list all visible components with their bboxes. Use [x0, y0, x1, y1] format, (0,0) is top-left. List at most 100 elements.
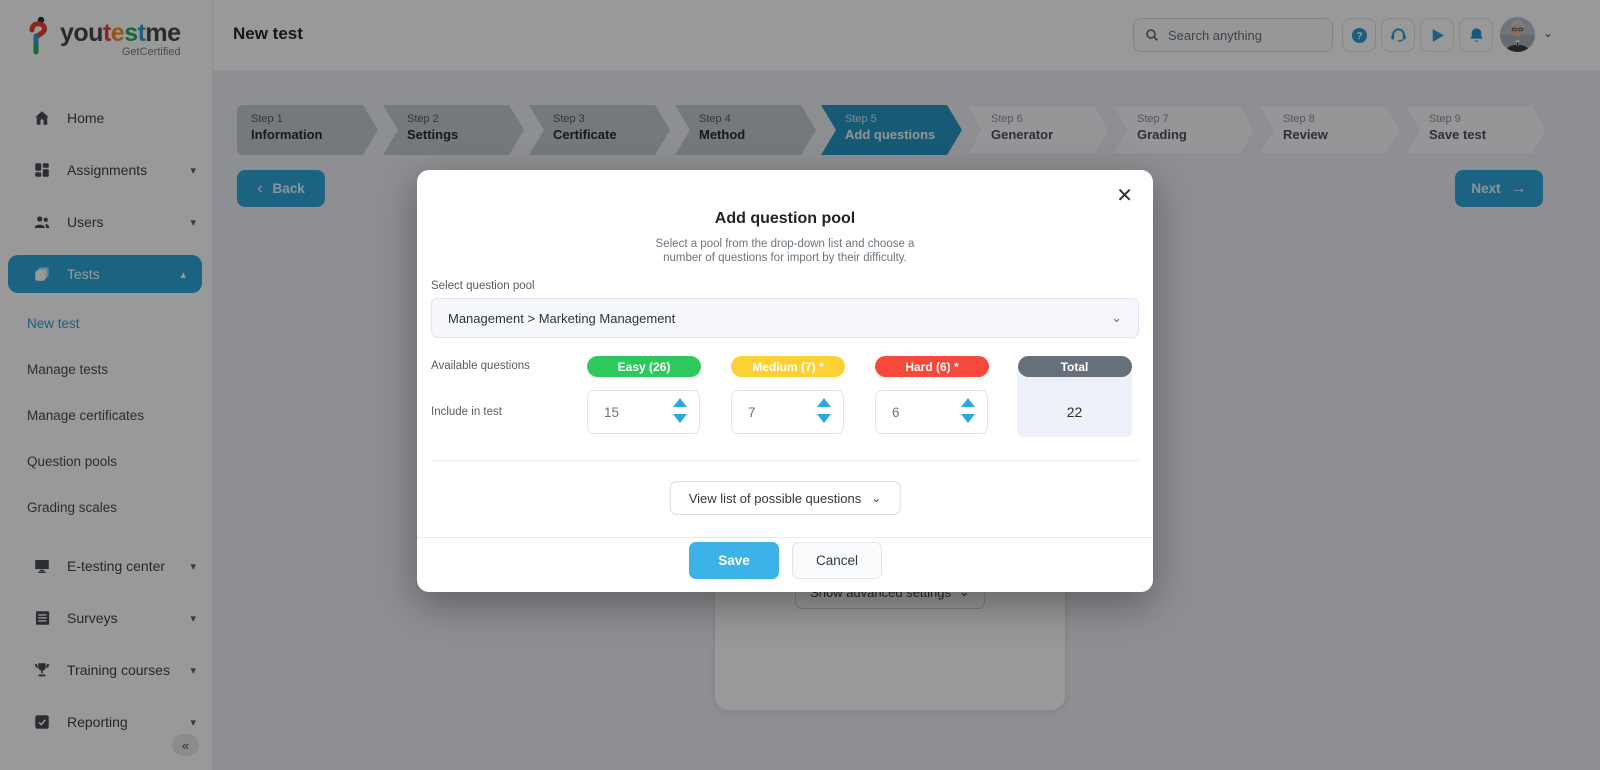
- increment-icon[interactable]: [817, 398, 831, 407]
- step-label: Method: [699, 127, 746, 142]
- tests-submenu: New test Manage tests Manage certificate…: [0, 300, 212, 530]
- easy-count-input[interactable]: [604, 391, 659, 433]
- wizard-step-8[interactable]: Step 8 Review: [1259, 105, 1400, 155]
- sidebar-item-label: Users: [67, 214, 104, 230]
- decrement-icon[interactable]: [961, 414, 975, 423]
- brand-wordmark: youtestme: [60, 19, 181, 47]
- step-label: Generator: [991, 127, 1054, 142]
- search-icon: [1146, 29, 1158, 41]
- sidebar-item-label: Reporting: [67, 714, 128, 730]
- divider: [431, 460, 1139, 461]
- sidebar-item-etesting-center[interactable]: E-testing center ▾: [0, 540, 212, 592]
- medium-count-input[interactable]: [748, 391, 803, 433]
- sidebar-subitem-manage-certificates[interactable]: Manage certificates: [0, 392, 212, 438]
- bell-icon: [1469, 27, 1483, 42]
- wizard-step-5-active[interactable]: Step 5 Add questions: [821, 105, 962, 155]
- sidebar-subitem-manage-tests[interactable]: Manage tests: [0, 346, 212, 392]
- step-number: Step 9: [1429, 113, 1461, 125]
- user-avatar[interactable]: [1500, 17, 1535, 52]
- search-input[interactable]: [1168, 27, 1318, 43]
- sidebar-collapse-button[interactable]: «: [172, 734, 199, 756]
- step-label: Save test: [1429, 127, 1487, 142]
- sidebar-item-tests[interactable]: Tests ▴: [8, 255, 202, 293]
- modal-title: Add question pool: [714, 210, 856, 227]
- sidebar-subitem-new-test[interactable]: New test: [0, 300, 212, 346]
- save-button[interactable]: Save: [689, 542, 779, 579]
- tutorial-button[interactable]: [1420, 18, 1454, 52]
- question-pool-select[interactable]: Management > Marketing Management ⌄: [431, 298, 1139, 338]
- increment-icon[interactable]: [961, 398, 975, 407]
- support-button[interactable]: [1381, 18, 1415, 52]
- step-label: Grading: [1137, 127, 1187, 142]
- step-number: Step 4: [699, 113, 731, 125]
- wizard-step-1[interactable]: Step 1 Information: [237, 105, 378, 155]
- header: New test ?: [213, 0, 1600, 70]
- chevron-up-icon: ▴: [180, 268, 186, 281]
- sidebar-subitem-grading-scales[interactable]: Grading scales: [0, 484, 212, 530]
- wizard-step-2[interactable]: Step 2 Settings: [383, 105, 524, 155]
- sidebar-item-training-courses[interactable]: Training courses ▾: [0, 644, 212, 696]
- play-icon: [1432, 28, 1444, 42]
- back-label: Back: [272, 181, 305, 196]
- back-button[interactable]: ‹ Back: [237, 170, 325, 207]
- step-number: Step 1: [251, 113, 283, 125]
- page-title: New test: [233, 24, 303, 43]
- notifications-button[interactable]: [1459, 18, 1493, 52]
- easy-badge: Easy (26): [587, 356, 701, 377]
- wizard-step-9[interactable]: Step 9 Save test: [1405, 105, 1546, 155]
- sidebar-item-assignments[interactable]: Assignments ▾: [0, 144, 212, 196]
- divider: [417, 537, 1153, 538]
- hard-count-input[interactable]: [892, 391, 947, 433]
- wizard-step-3[interactable]: Step 3 Certificate: [529, 105, 670, 155]
- sidebar-item-users[interactable]: Users ▾: [0, 196, 212, 248]
- next-button[interactable]: Next →: [1455, 170, 1543, 207]
- sidebar-item-reporting[interactable]: Reporting ▾: [0, 696, 212, 748]
- sidebar: youtestme GetCertified Home Assignments …: [0, 0, 213, 770]
- youtestme-logo-icon: [29, 16, 47, 55]
- sidebar-item-label: Tests: [67, 266, 100, 282]
- sidebar-item-surveys[interactable]: Surveys ▾: [0, 592, 212, 644]
- total-badge: Total: [1017, 356, 1132, 377]
- subitem-label: Manage tests: [27, 361, 109, 377]
- svg-text:?: ?: [1356, 31, 1362, 42]
- decrement-icon[interactable]: [673, 414, 687, 423]
- subitem-label: Manage certificates: [27, 407, 145, 423]
- wizard-step-6[interactable]: Step 6 Generator: [967, 105, 1108, 155]
- sidebar-nav: Home Assignments ▾ Users ▾ Tests ▴ New t…: [0, 92, 212, 748]
- brand-logo[interactable]: youtestme GetCertified: [0, 0, 212, 70]
- avatar-menu-chevron-icon[interactable]: ⌄: [1543, 26, 1554, 40]
- help-button[interactable]: ?: [1342, 18, 1376, 52]
- chevron-down-icon: ▾: [190, 716, 196, 729]
- increment-icon[interactable]: [673, 398, 687, 407]
- decrement-icon[interactable]: [817, 414, 831, 423]
- available-questions-label: Available questions: [431, 360, 530, 372]
- close-icon[interactable]: ✕: [1116, 185, 1133, 207]
- step-label: Review: [1283, 127, 1328, 142]
- subitem-label: Question pools: [27, 453, 118, 469]
- search-box[interactable]: [1133, 18, 1333, 52]
- sidebar-item-label: Assignments: [67, 162, 148, 178]
- step-number: Step 8: [1283, 113, 1315, 125]
- wizard-steps: Step 1 Information Step 2 Settings Step 3 C…: [237, 105, 1546, 155]
- help-icon: ?: [1351, 27, 1367, 43]
- step-label: Settings: [407, 127, 459, 142]
- step-label: Add questions: [845, 127, 936, 142]
- view-possible-questions-button[interactable]: View list of possible questions ⌄: [669, 481, 901, 515]
- brand-tagline: GetCertified: [121, 46, 181, 58]
- sidebar-item-label: Surveys: [67, 610, 118, 626]
- next-label: Next: [1471, 181, 1501, 196]
- view-list-label: View list of possible questions: [688, 490, 862, 506]
- sidebar-subitem-question-pools[interactable]: Question pools: [0, 438, 212, 484]
- sidebar-item-home[interactable]: Home: [0, 92, 212, 144]
- users-icon: [34, 216, 50, 228]
- tests-icon: [35, 267, 49, 281]
- subitem-label: Grading scales: [27, 499, 118, 515]
- wizard-step-4[interactable]: Step 4 Method: [675, 105, 816, 155]
- wizard-step-7[interactable]: Step 7 Grading: [1113, 105, 1254, 155]
- medium-badge: Medium (7) *: [731, 356, 845, 377]
- headset-icon: [1390, 27, 1406, 42]
- modal-subtitle: Select a pool from the drop-down list an…: [417, 237, 1153, 266]
- cancel-button[interactable]: Cancel: [792, 542, 882, 579]
- medium-count-stepper: [731, 390, 844, 434]
- avatar-image: [1500, 17, 1535, 52]
